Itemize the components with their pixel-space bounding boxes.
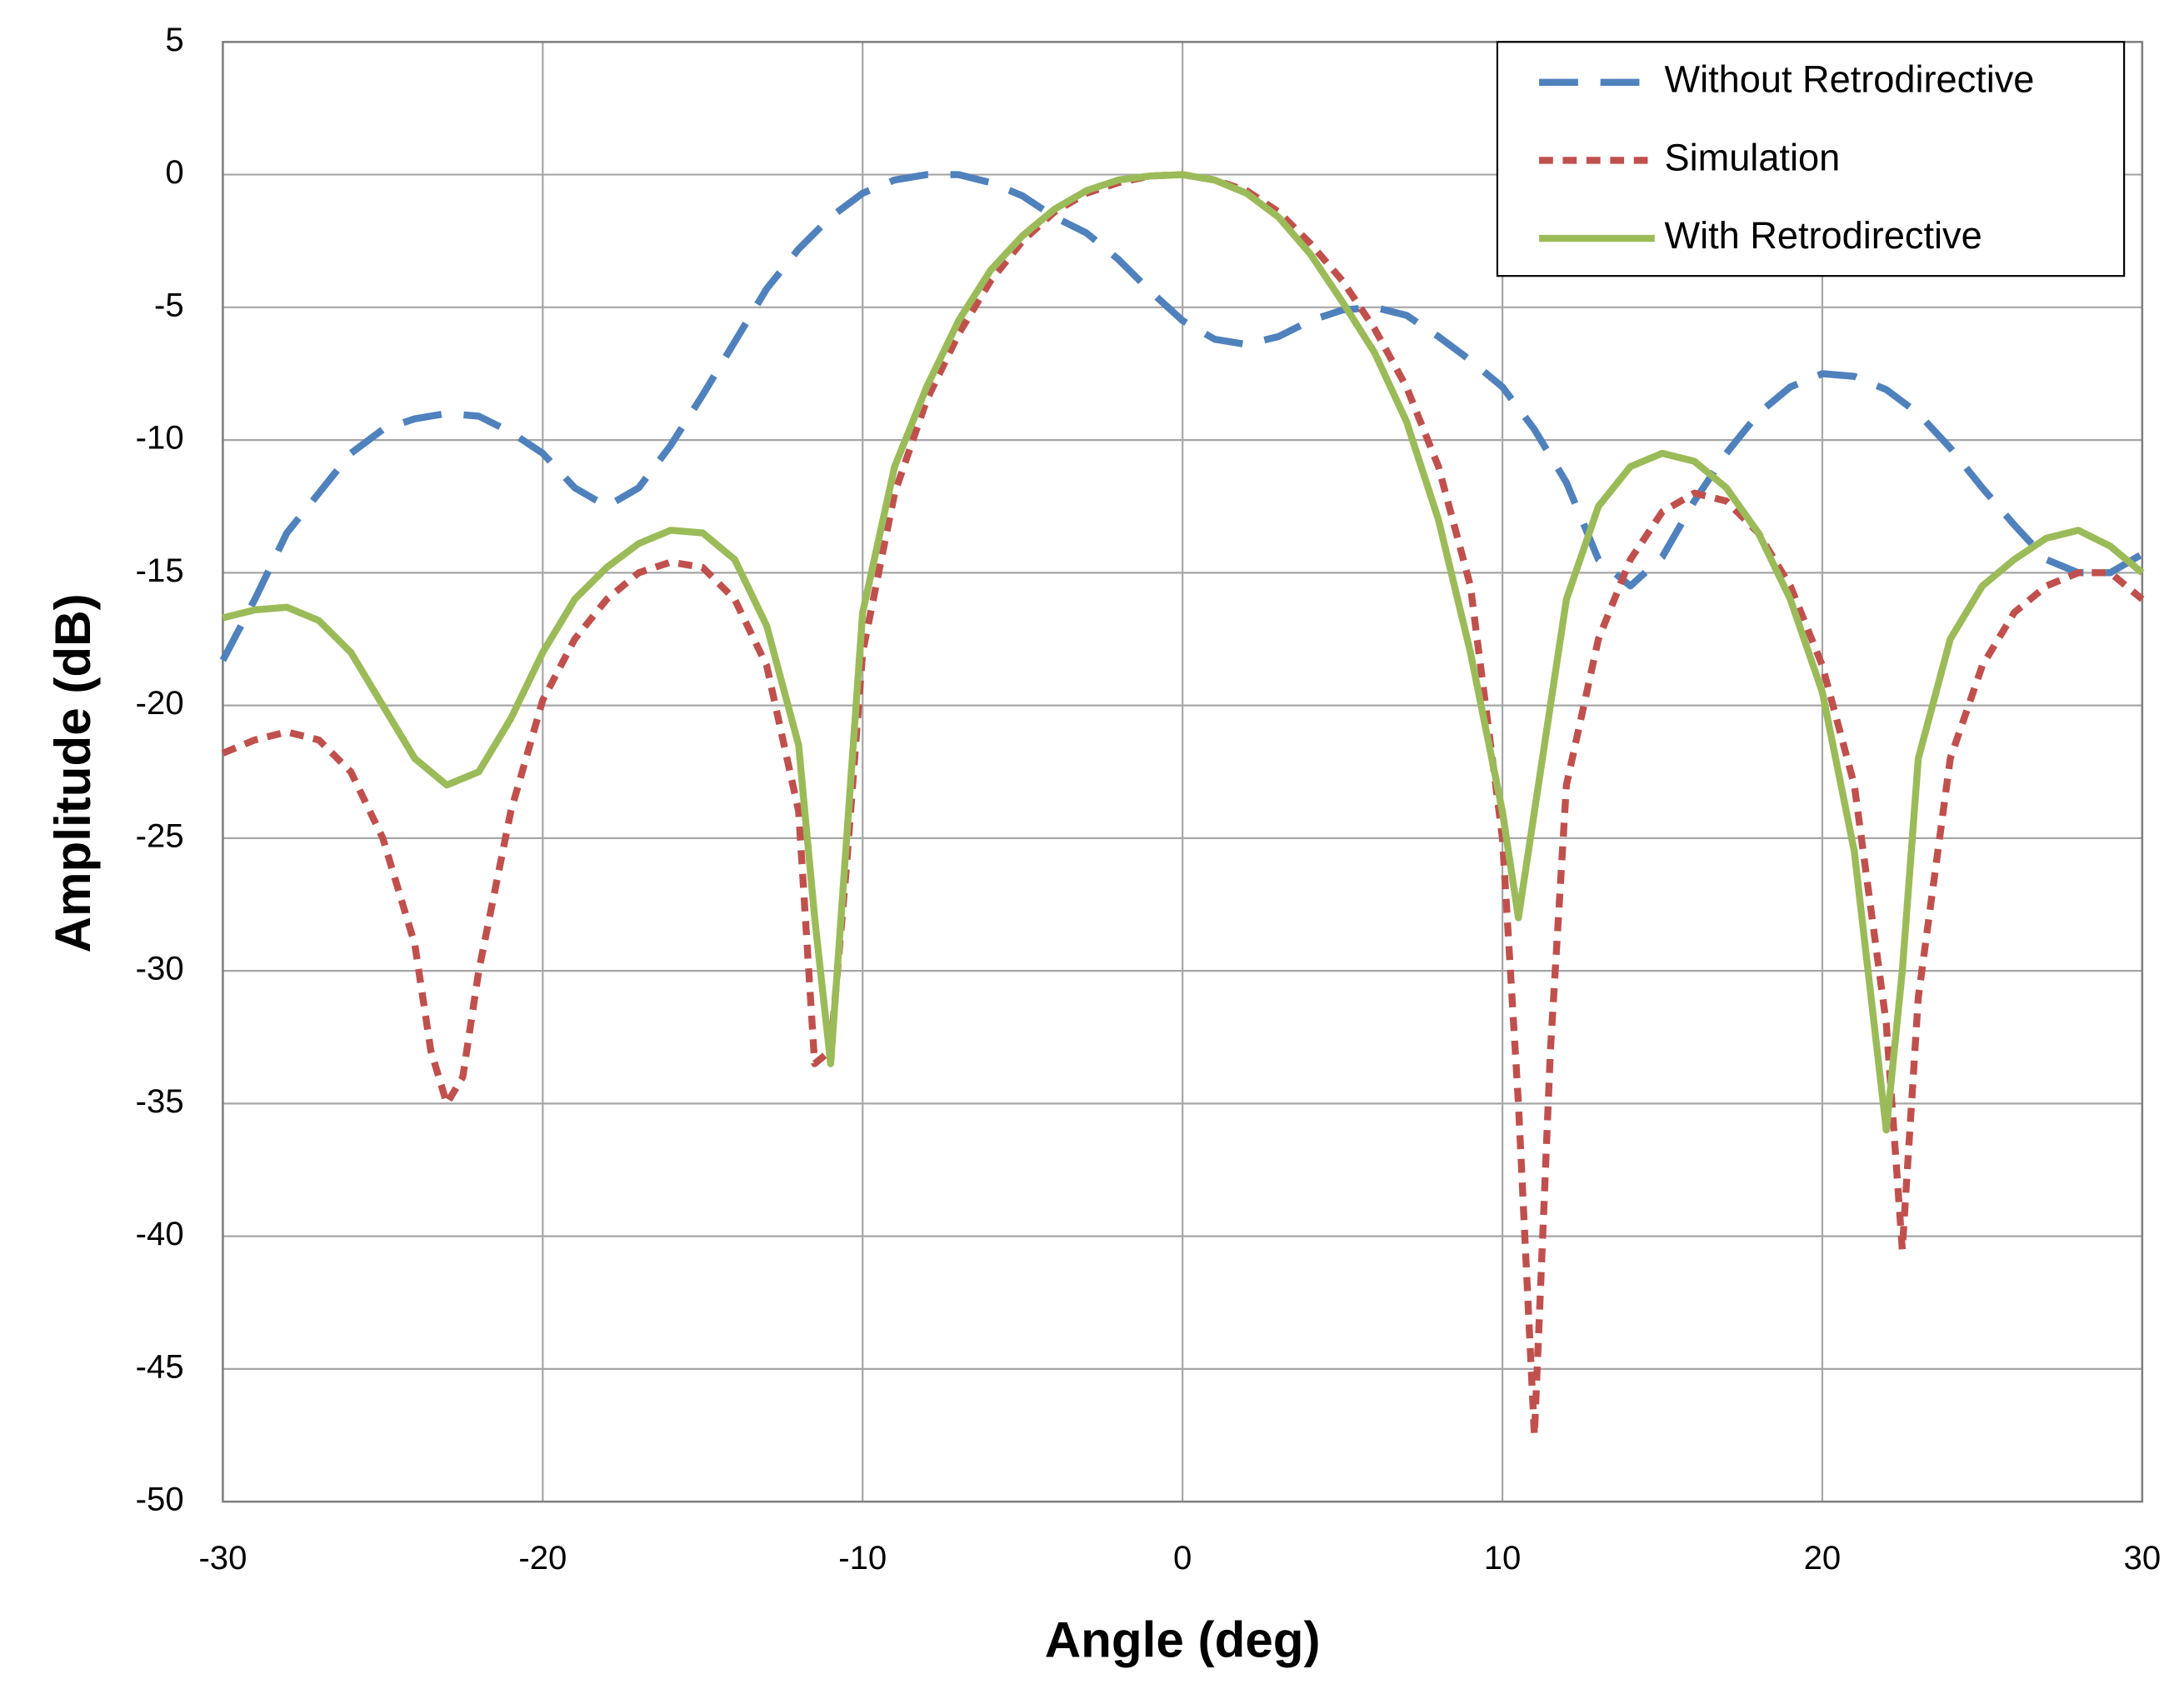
y-tick-label: 0: [165, 154, 183, 191]
y-tick-label: -40: [136, 1216, 184, 1252]
x-tick-label: -20: [518, 1540, 567, 1577]
y-tick-label: -15: [136, 552, 184, 589]
x-tick-label: 0: [1173, 1540, 1192, 1577]
y-tick-label: 5: [165, 22, 183, 58]
x-tick-label: -10: [838, 1540, 887, 1577]
x-tick-label: 20: [1804, 1540, 1842, 1577]
y-axis-title: Amplitude (dB): [45, 593, 101, 952]
y-tick-label: -30: [136, 951, 184, 987]
x-tick-label: 10: [1484, 1540, 1522, 1577]
x-tick-label: -30: [198, 1540, 247, 1577]
y-tick-label: -35: [136, 1083, 184, 1120]
legend-label: Simulation: [1665, 136, 1841, 178]
plot-border: [222, 41, 2144, 1503]
y-tick-label: -45: [136, 1348, 184, 1385]
x-axis-title: Angle (deg): [1045, 1612, 1321, 1668]
y-tick-label: -20: [136, 685, 184, 722]
series-line: [222, 171, 2145, 1134]
y-tick-label: -50: [136, 1482, 184, 1518]
y-tick-label: -25: [136, 817, 184, 854]
legend-label: Without Retrodirective: [1665, 58, 2035, 101]
series-line: [219, 171, 2144, 662]
y-tick-label: -5: [154, 287, 184, 323]
legend-label: With Retrodirective: [1665, 214, 1982, 257]
y-tick-label: -10: [136, 420, 184, 457]
x-tick-label: 30: [2124, 1540, 2162, 1577]
